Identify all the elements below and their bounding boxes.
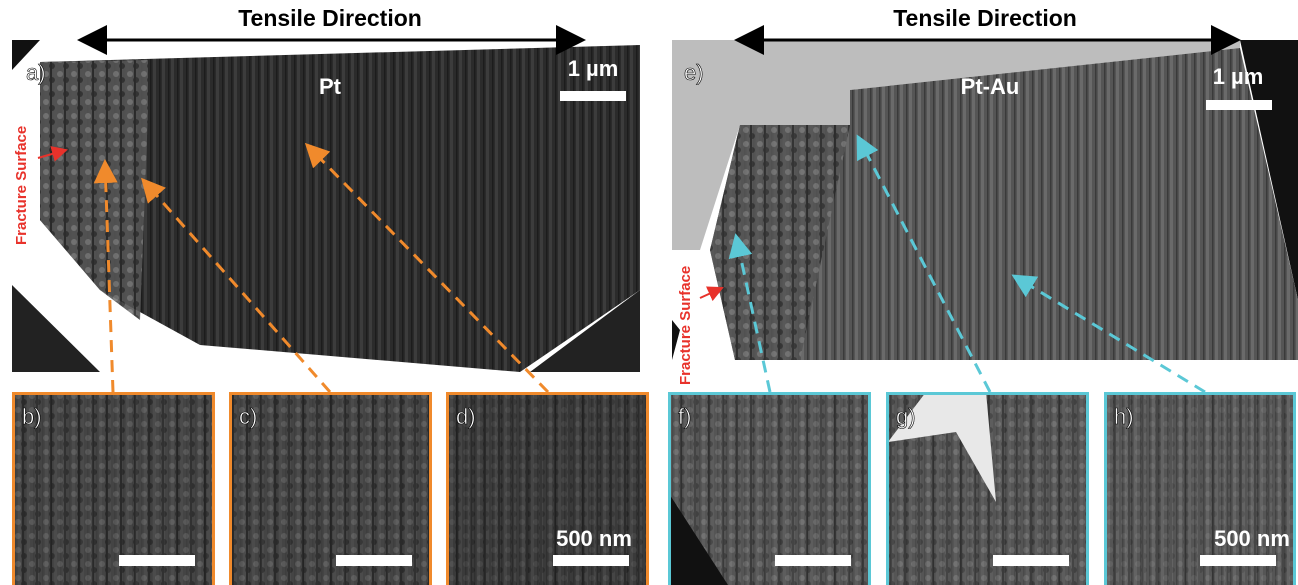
corner <box>12 285 100 372</box>
panel-ptau: Tensile Direction e) Pt-Au 1 µm Fracture… <box>668 5 1298 585</box>
figure: Tensile Direction a) Pt 1 µm Fracture Su… <box>0 0 1298 585</box>
scale-bar <box>336 555 412 566</box>
inset-label: b) <box>22 404 42 429</box>
panel-label: e) <box>684 60 704 85</box>
scale-label: 1 µm <box>1213 64 1264 89</box>
inset-label: d) <box>456 404 476 429</box>
material-label: Pt-Au <box>961 74 1020 99</box>
inset-label: f) <box>678 404 691 429</box>
fracture-label: Fracture Surface <box>13 126 30 245</box>
panel-pt: Tensile Direction a) Pt 1 µm Fracture Su… <box>12 5 649 585</box>
direction-label: Tensile Direction <box>893 5 1077 31</box>
fracture-label: Fracture Surface <box>677 266 694 385</box>
fracture-arrow <box>700 288 722 298</box>
scale-bar <box>560 91 626 101</box>
scale-label: 500 nm <box>1214 526 1290 551</box>
scale-bar <box>1200 555 1276 566</box>
inset-label: c) <box>239 404 257 429</box>
scale-bar <box>775 555 851 566</box>
panel-label: a) <box>26 60 46 85</box>
scale-bar <box>1206 100 1272 110</box>
material-label: Pt <box>319 74 342 99</box>
direction-label: Tensile Direction <box>238 5 422 31</box>
fracture-region <box>40 60 150 320</box>
scale-bar <box>993 555 1069 566</box>
scale-bar <box>119 555 195 566</box>
scale-bar <box>553 555 629 566</box>
inset-label: g) <box>896 404 916 429</box>
scale-label: 1 µm <box>568 56 619 81</box>
scale-label: 500 nm <box>556 526 632 551</box>
inset-label: h) <box>1114 404 1134 429</box>
